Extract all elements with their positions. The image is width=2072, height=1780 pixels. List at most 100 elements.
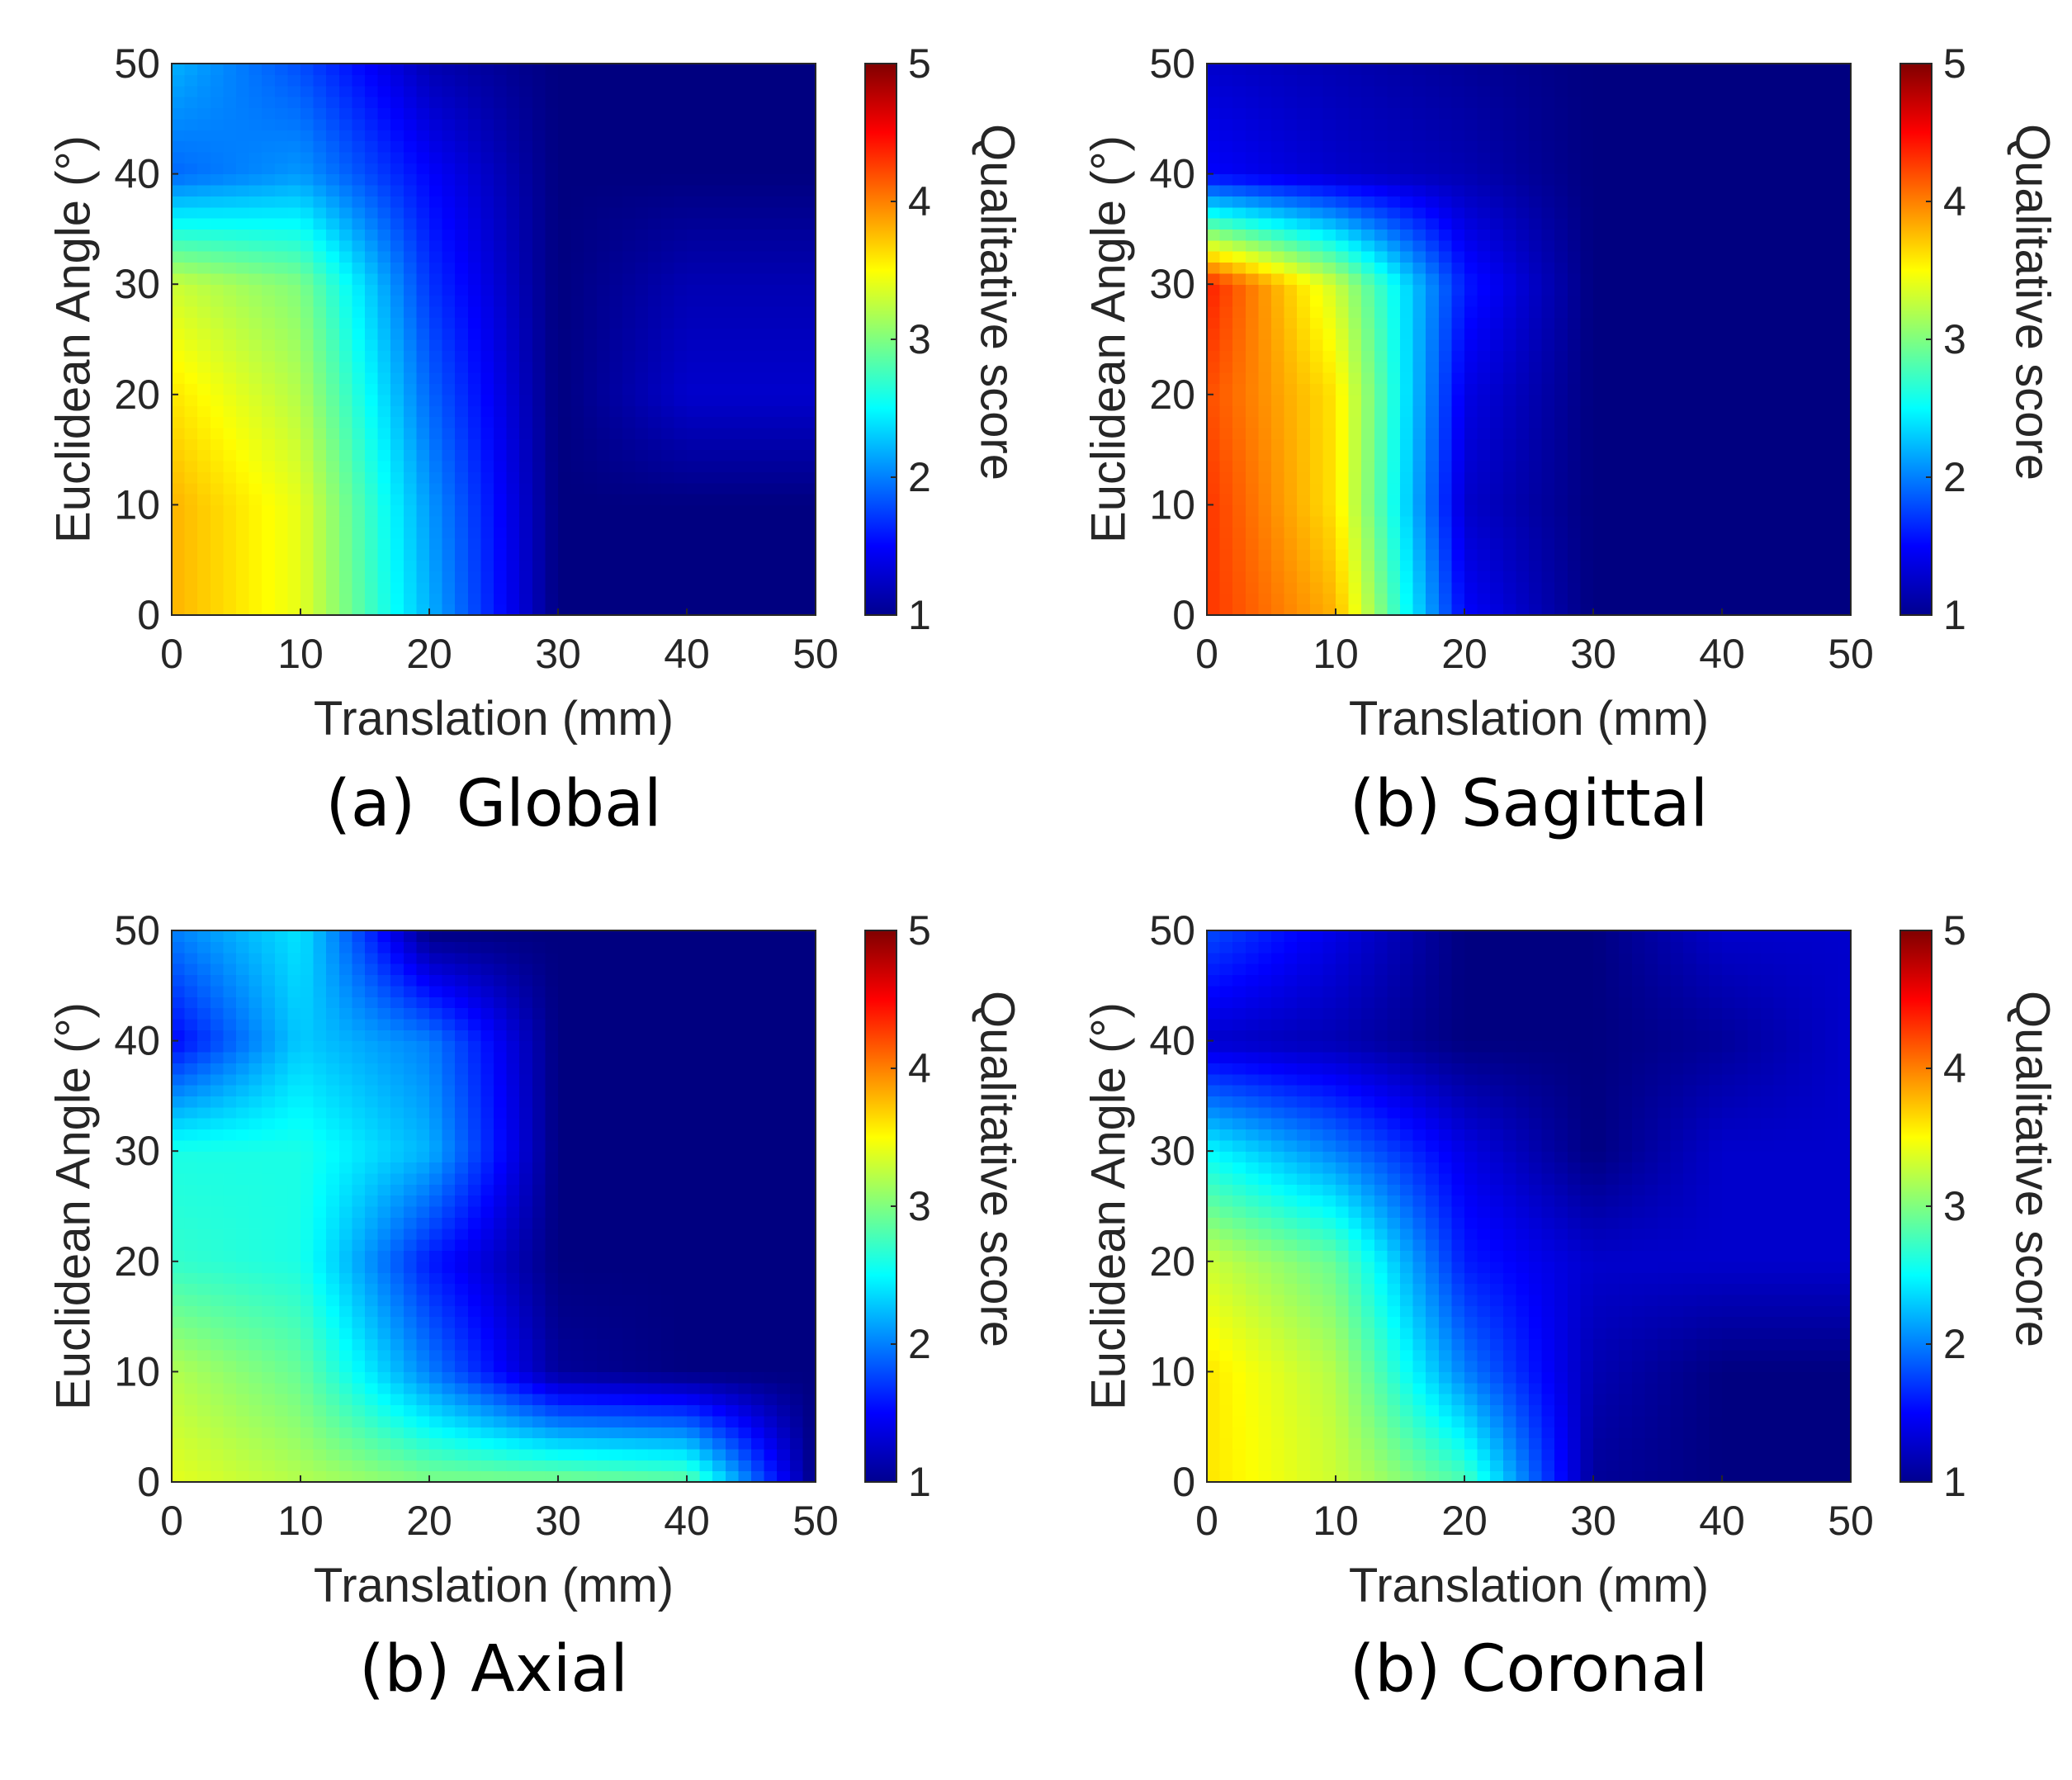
heatmap-cell bbox=[236, 449, 250, 462]
heatmap-cell bbox=[442, 515, 456, 528]
heatmap-cell bbox=[648, 85, 662, 97]
heatmap-cell bbox=[1502, 107, 1516, 120]
heatmap-cell bbox=[1258, 218, 1272, 230]
heatmap-cell bbox=[1271, 570, 1285, 583]
heatmap-cell bbox=[1696, 295, 1710, 307]
heatmap-cell bbox=[1824, 229, 1838, 241]
heatmap-cell bbox=[1477, 206, 1491, 219]
heatmap-cell bbox=[365, 560, 379, 572]
heatmap-cell bbox=[1799, 130, 1813, 142]
heatmap-cell bbox=[738, 272, 752, 285]
heatmap-cell bbox=[416, 361, 430, 373]
heatmap-cell bbox=[777, 527, 791, 539]
heatmap-cell bbox=[287, 560, 301, 572]
heatmap-cell bbox=[1606, 272, 1620, 285]
heatmap-cell bbox=[532, 305, 546, 318]
heatmap-cell bbox=[622, 416, 636, 428]
heatmap-cell bbox=[1322, 537, 1336, 550]
heatmap-cell bbox=[1322, 394, 1336, 406]
heatmap-cell bbox=[1374, 449, 1388, 462]
heatmap-cell bbox=[1284, 305, 1298, 318]
heatmap-cell bbox=[184, 239, 198, 252]
heatmap-cell bbox=[1773, 317, 1787, 329]
heatmap-cell bbox=[467, 239, 481, 252]
heatmap-cell bbox=[1593, 460, 1607, 472]
heatmap-cell bbox=[802, 107, 816, 120]
heatmap-cell bbox=[1580, 74, 1594, 87]
heatmap-cell bbox=[390, 218, 404, 230]
heatmap-cell bbox=[1606, 284, 1620, 296]
heatmap-cell bbox=[1799, 482, 1813, 495]
heatmap-cell bbox=[1284, 97, 1298, 109]
heatmap-cell bbox=[403, 449, 417, 462]
heatmap-cell bbox=[596, 372, 610, 385]
heatmap-cell bbox=[1606, 196, 1620, 208]
heatmap-cell bbox=[1374, 184, 1388, 196]
heatmap-cell bbox=[660, 593, 674, 605]
heatmap-cell bbox=[687, 173, 701, 186]
heatmap-cell bbox=[1207, 482, 1221, 495]
heatmap-cell bbox=[674, 272, 688, 285]
heatmap-cell bbox=[1722, 604, 1736, 616]
heatmap-cell bbox=[1516, 416, 1530, 428]
heatmap-cell bbox=[1477, 284, 1491, 296]
heatmap-cell bbox=[570, 262, 584, 274]
heatmap-cell bbox=[1812, 272, 1826, 285]
heatmap-cell bbox=[584, 581, 598, 594]
heatmap-cell bbox=[326, 438, 340, 451]
heatmap-cell bbox=[1606, 118, 1620, 130]
heatmap-cell bbox=[377, 482, 391, 495]
heatmap-cell bbox=[455, 537, 469, 550]
heatmap-cell bbox=[223, 350, 237, 362]
heatmap-cell bbox=[1709, 151, 1723, 163]
heatmap-cell bbox=[1516, 163, 1530, 175]
heatmap-cell bbox=[326, 328, 340, 340]
heatmap-cell bbox=[1297, 130, 1311, 142]
heatmap-cell bbox=[1336, 504, 1350, 517]
heatmap-cell bbox=[1219, 504, 1233, 517]
heatmap-cell bbox=[1516, 85, 1530, 97]
heatmap-cell bbox=[1760, 328, 1774, 340]
heatmap-cell bbox=[545, 604, 559, 616]
heatmap-cell bbox=[674, 328, 688, 340]
heatmap-cell bbox=[494, 305, 508, 318]
heatmap-cell bbox=[300, 305, 315, 318]
heatmap-cell bbox=[1322, 206, 1336, 219]
heatmap-cell bbox=[1658, 229, 1672, 241]
heatmap-cell bbox=[365, 570, 379, 583]
heatmap-cell bbox=[609, 305, 623, 318]
heatmap-cell bbox=[1258, 581, 1272, 594]
heatmap-cell bbox=[1245, 97, 1259, 109]
heatmap-cell bbox=[1309, 593, 1323, 605]
heatmap-cell bbox=[1812, 97, 1826, 109]
heatmap-cell bbox=[1490, 284, 1504, 296]
heatmap-cell bbox=[609, 471, 623, 484]
heatmap-cell bbox=[1619, 173, 1633, 186]
heatmap-cell bbox=[365, 196, 379, 208]
heatmap-cell bbox=[1760, 284, 1774, 296]
heatmap-cell bbox=[1799, 97, 1813, 109]
heatmap-cell bbox=[1348, 107, 1362, 120]
heatmap-cell bbox=[609, 560, 623, 572]
heatmap-cell bbox=[1593, 449, 1607, 462]
heatmap-cell bbox=[751, 272, 765, 285]
heatmap-cell bbox=[494, 140, 508, 153]
heatmap-cell bbox=[725, 339, 739, 351]
heatmap-cell bbox=[506, 548, 520, 561]
heatmap-cell bbox=[352, 163, 366, 175]
heatmap-cell bbox=[570, 361, 584, 373]
heatmap-cell bbox=[403, 163, 417, 175]
heatmap-cell bbox=[506, 537, 520, 550]
heatmap-cell bbox=[738, 593, 752, 605]
heatmap-cell bbox=[1670, 173, 1684, 186]
heatmap-cell bbox=[1606, 328, 1620, 340]
heatmap-cell bbox=[377, 140, 391, 153]
heatmap-cell bbox=[1490, 548, 1504, 561]
heatmap-cell bbox=[1490, 295, 1504, 307]
heatmap-cell bbox=[1760, 438, 1774, 451]
heatmap-cell bbox=[1658, 394, 1672, 406]
heatmap-cell bbox=[1336, 494, 1350, 505]
heatmap-cell bbox=[1400, 317, 1414, 329]
heatmap-cell bbox=[725, 317, 739, 329]
